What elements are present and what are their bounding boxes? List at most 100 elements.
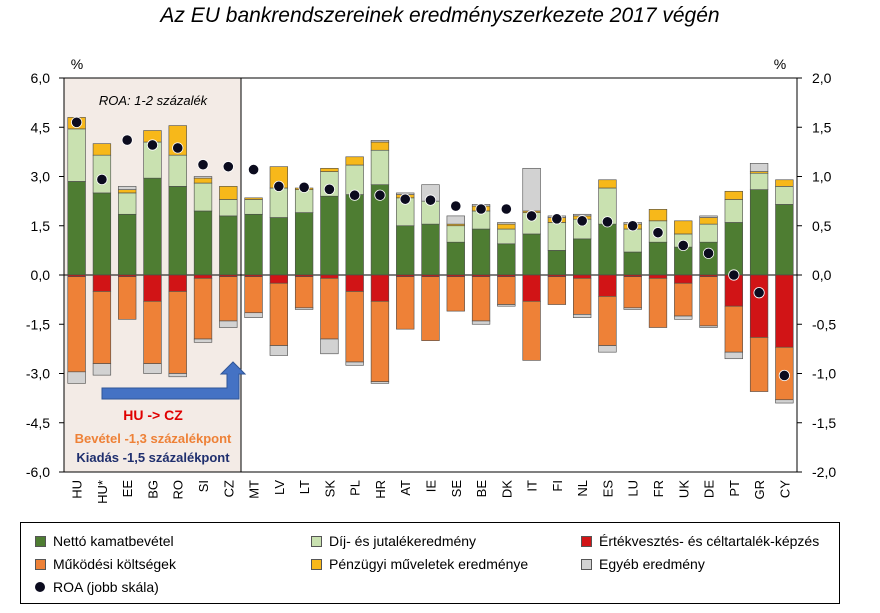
bar-impairment-hr [370, 274, 390, 302]
bar-other_neg-de [699, 325, 718, 328]
legend-item-other: Egyéb eredmény [581, 556, 705, 572]
bar-fee-cz [219, 199, 238, 217]
right-axis-unit: % [774, 56, 786, 72]
bar-fee-lt [294, 189, 314, 213]
bar-fee-lv [269, 187, 288, 218]
bar-net_interest-be [471, 228, 491, 276]
left-tick-label: 1,5 [31, 218, 51, 234]
x-tick-label: ES [600, 480, 615, 498]
bar-fee-ee [118, 192, 137, 215]
x-tick-label: SE [449, 480, 464, 498]
bar-trading-fr [648, 209, 668, 222]
roa-point-at [399, 193, 411, 205]
legend-item-fee: Díj- és jutalékeredmény [311, 533, 476, 549]
x-tick-label: HR [373, 480, 388, 499]
bar-operating_cost-be [471, 276, 491, 322]
x-tick-label: BG [145, 480, 160, 499]
bar-net_interest-it [522, 233, 541, 276]
bar-trading-sk [320, 167, 339, 172]
bar-other-si [193, 176, 213, 179]
roa-point-lt [298, 181, 310, 193]
bar-net_interest-es [598, 223, 617, 276]
bar-other_neg-pl [345, 361, 364, 366]
roa-point-sk [323, 183, 335, 195]
roa-point-lu [627, 220, 639, 232]
roa-point-it [525, 210, 538, 222]
bar-operating_cost-se [446, 276, 465, 312]
bar-trading-cy [775, 179, 794, 187]
x-tick-label: LU [626, 480, 641, 497]
bar-operating_cost-es [598, 296, 617, 346]
bar-other-hr [370, 140, 390, 143]
bar-impairment-hustar [92, 274, 112, 292]
change-label: HU -> CZ [123, 407, 183, 423]
bar-impairment-gr [749, 274, 769, 338]
bar-other_neg-dk [497, 304, 516, 307]
right-tick-label: 1,0 [812, 169, 832, 185]
bar-other-de [699, 215, 718, 218]
bar-other_neg-lu [623, 307, 642, 310]
bar-operating_cost-de [699, 276, 718, 327]
bar-fee-hu [67, 128, 86, 182]
roa-point-ro [172, 142, 184, 154]
roa-point-pl [349, 189, 361, 201]
bar-operating_cost-hr [370, 300, 390, 383]
bar-net_interest-sk [320, 195, 339, 276]
x-tick-label: LT [297, 480, 312, 494]
bar-other_neg-sk [320, 338, 339, 355]
legend-label: Pénzügyi műveletek eredménye [329, 556, 529, 572]
bar-impairment-pl [345, 274, 364, 292]
right-tick-label: 0,0 [812, 267, 832, 283]
bar-net_interest-lv [269, 217, 288, 276]
bar-trading-dk [497, 223, 516, 230]
bar-impairment-uk [674, 274, 693, 284]
bar-net_interest-gr [749, 189, 769, 276]
left-tick-label: 3,0 [31, 169, 51, 185]
bar-operating_cost-lt [294, 276, 314, 309]
roa-point-ie [424, 194, 437, 206]
bar-net_interest-mt [244, 213, 263, 276]
legend-label: Egyéb eredmény [599, 556, 705, 572]
roa-point-fr [652, 227, 664, 239]
legend-swatch [581, 535, 592, 547]
right-tick-label: -0,5 [812, 316, 836, 332]
bar-net_interest-lt [294, 212, 314, 276]
roa-point-fi [551, 213, 563, 225]
bars-group [67, 117, 794, 404]
x-tick-label: DE [702, 480, 717, 498]
bar-fee-se [446, 225, 465, 243]
right-tick-label: -1,0 [812, 366, 836, 382]
x-tick-label: SK [322, 480, 337, 498]
bar-other_neg-si [193, 338, 213, 343]
x-tick-label: BE [474, 480, 489, 498]
bar-impairment-es [598, 274, 617, 297]
bar-operating_cost-nl [573, 277, 592, 315]
bar-other_neg-ro [168, 373, 187, 378]
bar-operating_cost-pt [724, 305, 743, 353]
bar-operating_cost-fr [648, 277, 668, 328]
bar-fee-pt [724, 199, 743, 223]
bar-impairment-bg [143, 274, 162, 302]
left-tick-label: -4,5 [26, 415, 50, 431]
bar-operating_cost-si [193, 277, 213, 340]
bar-net_interest-se [446, 241, 465, 276]
bar-other_neg-nl [573, 314, 592, 318]
bar-other_neg-hu [67, 371, 86, 384]
bar-other_neg-uk [674, 315, 693, 320]
legend-swatch [35, 535, 46, 547]
bar-impairment-ro [168, 274, 187, 292]
roa-point-bg [146, 139, 159, 151]
bar-other_neg-lv [269, 345, 288, 356]
left-tick-label: -3,0 [26, 366, 50, 382]
bar-operating_cost-dk [497, 276, 516, 305]
bar-net_interest-hu [67, 181, 86, 276]
x-tick-label: GR [752, 480, 767, 500]
legend-label: ROA (jobb skála) [53, 579, 159, 595]
roa-point-hustar [96, 173, 108, 186]
legend-swatch [311, 558, 322, 570]
roa-point-es [601, 216, 614, 228]
bar-trading-mt [244, 197, 263, 200]
x-tick-labels-group: HU HU* EE BG RO SI CZ MT LV LT SK PL HR AT IE SE BE DK IT F… [70, 480, 793, 504]
bar-other_neg-be [471, 320, 491, 325]
